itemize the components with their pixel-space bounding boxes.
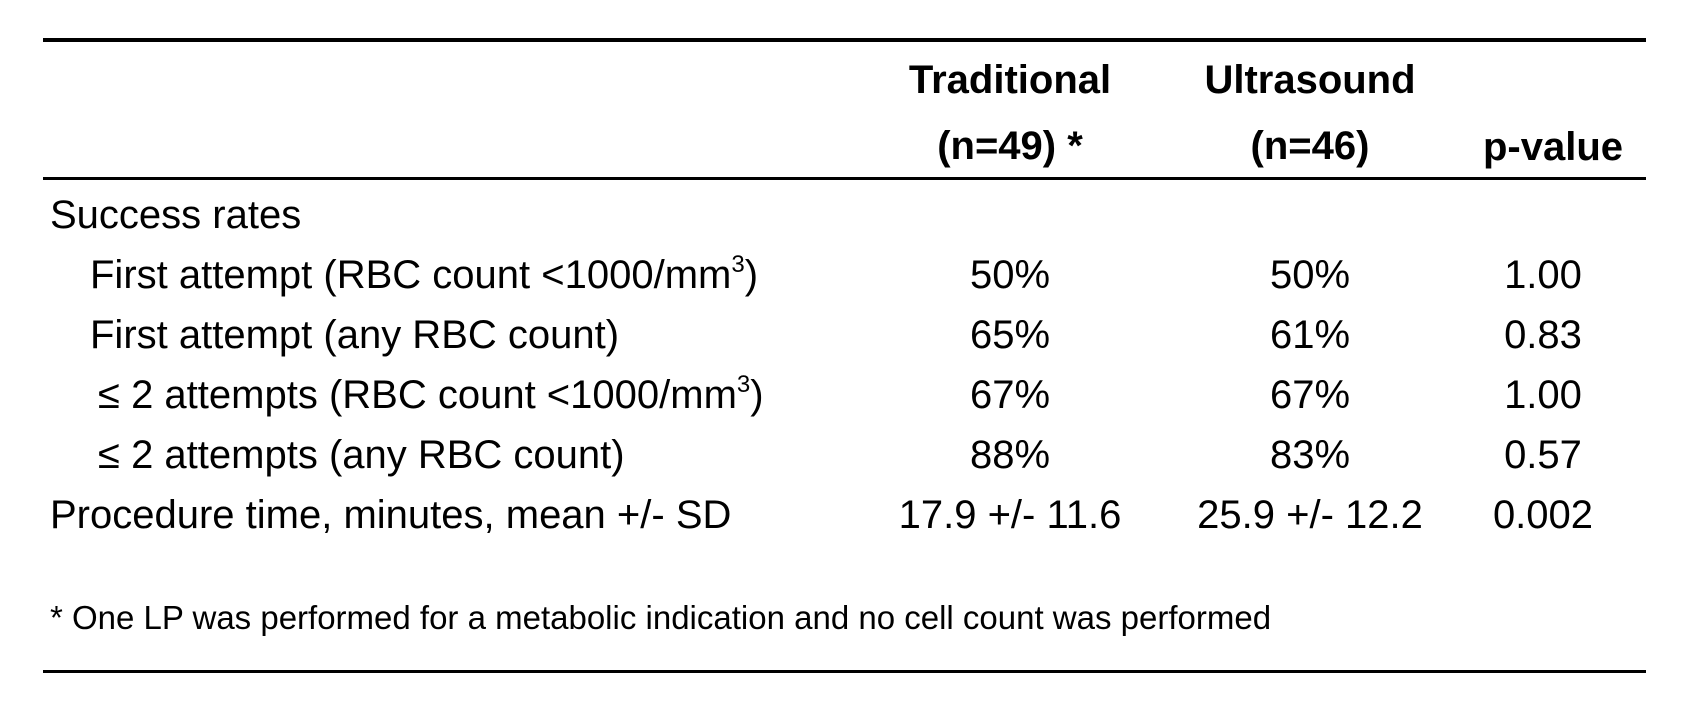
row-label-text: First attempt (RBC count <1000/mm <box>90 253 732 297</box>
cell-traditional: 88% <box>969 433 1051 477</box>
superscript: 3 <box>731 251 745 278</box>
cell-ultrasound: 61% <box>1269 313 1351 357</box>
cell-pvalue: 0.002 <box>1492 493 1594 537</box>
superscript: 3 <box>736 371 751 398</box>
cell-ultrasound: 50% <box>1269 253 1351 297</box>
cell-traditional: 50% <box>969 253 1051 297</box>
header-rule <box>43 177 1646 180</box>
column-header-traditional-title: Traditional <box>908 58 1112 102</box>
cell-ultrasound: 67% <box>1269 373 1351 417</box>
row-label: ≤ 2 attempts (any RBC count) <box>98 433 625 477</box>
row-label: ≤ 2 attempts (RBC count <1000/mm3) <box>98 363 764 427</box>
table-row: First attempt (RBC count <1000/mm3) 50% … <box>0 243 1686 307</box>
section-label: Success rates <box>50 193 302 237</box>
column-header-traditional: Traditional (n=49) * <box>860 55 1160 187</box>
table-bottom-rule <box>43 670 1646 673</box>
cell-pvalue: 0.83 <box>1504 313 1582 357</box>
table-top-rule <box>43 38 1646 42</box>
cell-traditional: 67% <box>969 373 1051 417</box>
table-row-procedure-time: Procedure time, minutes, mean +/- SD 17.… <box>0 483 1686 547</box>
cell-traditional: 17.9 +/- 11.6 <box>898 493 1122 537</box>
row-label-text: ≤ 2 attempts (RBC count <1000/mm <box>98 373 737 417</box>
column-header-ultrasound-n: (n=46) <box>1250 124 1370 168</box>
table-row: First attempt (any RBC count) 65% 61% 0.… <box>0 303 1686 367</box>
row-label-close: ) <box>750 373 764 417</box>
cell-pvalue: 0.57 <box>1504 433 1582 477</box>
cell-pvalue: 1.00 <box>1504 373 1582 417</box>
table-row: ≤ 2 attempts (RBC count <1000/mm3) 67% 6… <box>0 363 1686 427</box>
table-footnote: * One LP was performed for a metabolic i… <box>50 599 1272 636</box>
row-label: First attempt (any RBC count) <box>90 313 620 357</box>
cell-ultrasound: 25.9 +/- 12.2 <box>1197 493 1423 537</box>
column-header-pvalue: p-value <box>1482 125 1624 169</box>
row-label-close: ) <box>744 253 759 297</box>
cell-traditional: 65% <box>969 313 1051 357</box>
cell-pvalue: 1.00 <box>1504 253 1582 297</box>
column-header-traditional-n: (n=49) * <box>937 124 1083 168</box>
section-row-success-rates: Success rates <box>0 183 1686 247</box>
row-label: Procedure time, minutes, mean +/- SD <box>50 493 732 537</box>
table-row: ≤ 2 attempts (any RBC count) 88% 83% 0.5… <box>0 423 1686 487</box>
row-label: First attempt (RBC count <1000/mm3) <box>90 243 758 307</box>
cell-ultrasound: 83% <box>1269 433 1351 477</box>
column-header-ultrasound: Ultrasound (n=46) <box>1160 55 1460 187</box>
column-header-ultrasound-title: Ultrasound <box>1204 58 1416 102</box>
